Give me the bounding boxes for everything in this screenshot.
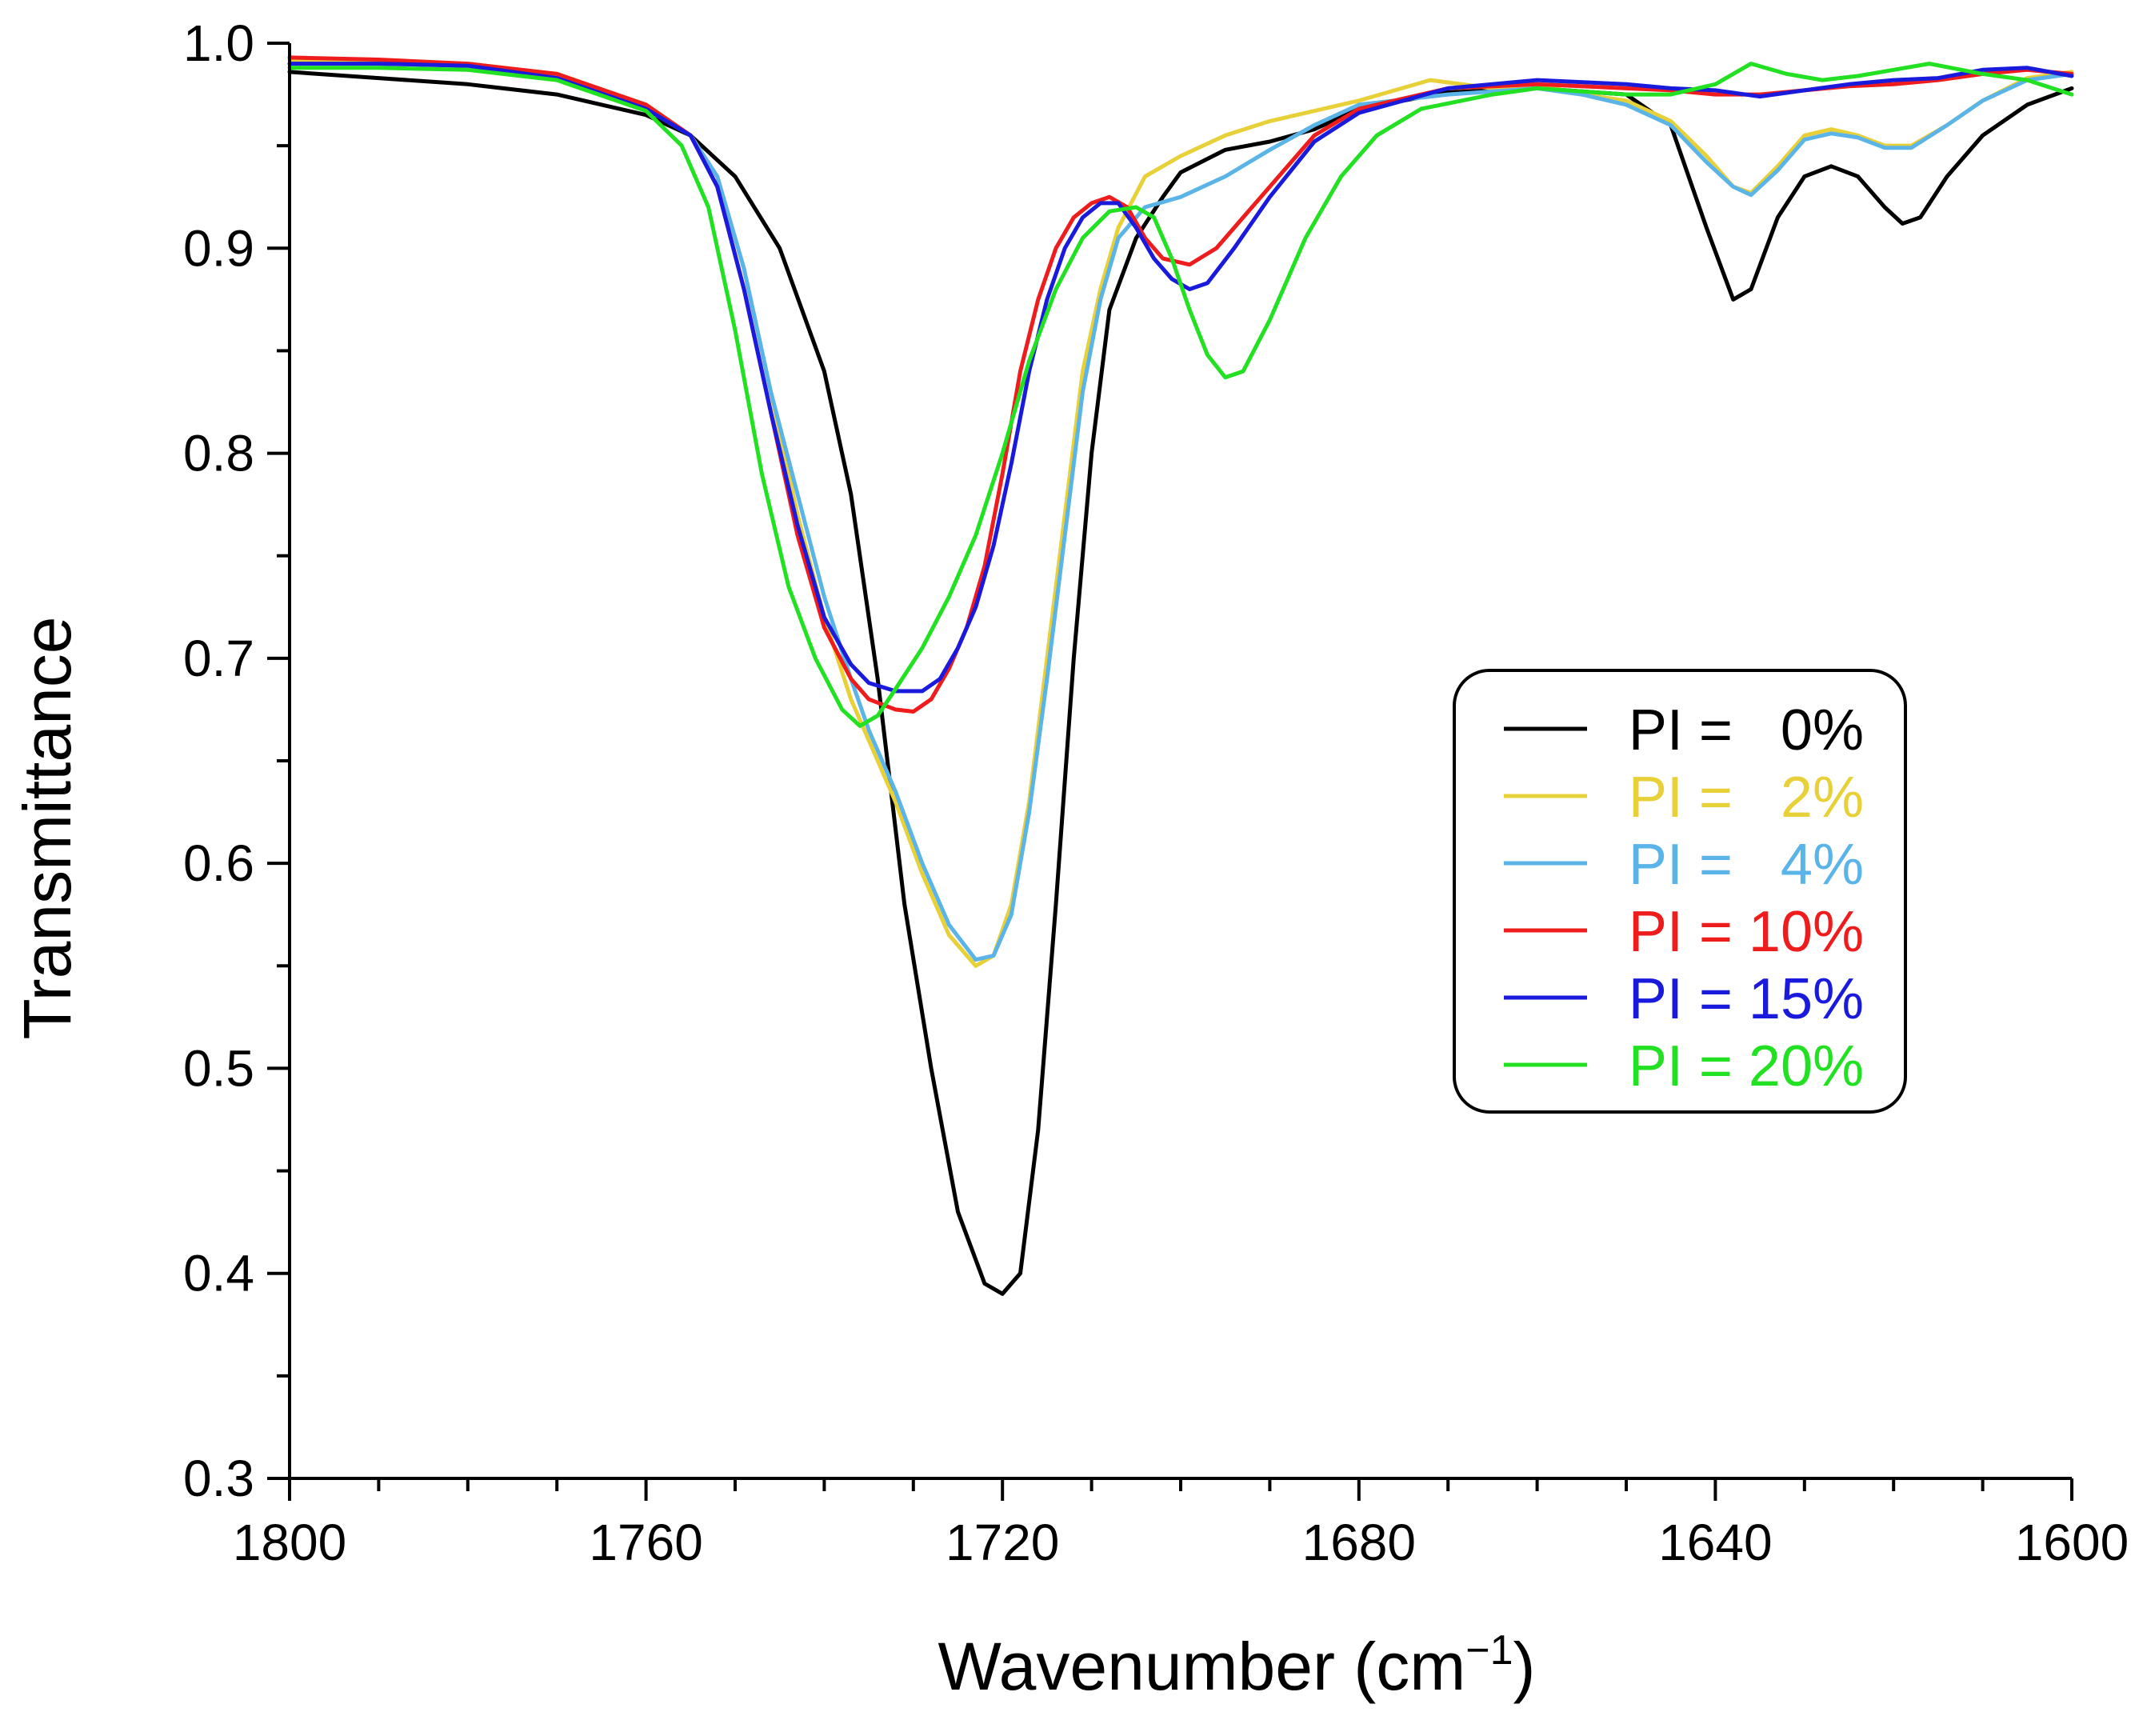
x-tick-label: 1760 bbox=[589, 1514, 702, 1571]
legend-box bbox=[1453, 669, 1907, 1114]
x-tick-label: 1680 bbox=[1302, 1514, 1416, 1571]
y-tick-label: 0.9 bbox=[183, 219, 254, 277]
legend: PI = 0%PI = 2%PI = 4%PI = 10%PI = 15%PI … bbox=[1453, 669, 1907, 1114]
legend-label-1: PI = 2% bbox=[1629, 766, 1864, 830]
y-tick-label: 0.8 bbox=[183, 425, 254, 482]
x-axis-title-text: Wavenumber (cm bbox=[938, 1629, 1466, 1704]
legend-label-5: PI = 20% bbox=[1629, 1034, 1864, 1098]
y-tick-label: 0.6 bbox=[183, 834, 254, 892]
series-line-5 bbox=[287, 62, 2074, 728]
y-tick-label: 1.0 bbox=[183, 14, 254, 72]
series-layer bbox=[287, 55, 2074, 1296]
y-tick-label: 0.7 bbox=[183, 630, 254, 687]
x-axis-title: Wavenumber (cm−1) bbox=[938, 1627, 1536, 1704]
x-tick-label: 1720 bbox=[946, 1514, 1059, 1571]
x-tick-label: 1600 bbox=[2015, 1514, 2129, 1571]
x-axis-title-close: ) bbox=[1513, 1629, 1536, 1704]
y-tick-label: 0.4 bbox=[183, 1245, 254, 1302]
x-tick-label: 1640 bbox=[1658, 1514, 1772, 1571]
y-tick-label: 0.3 bbox=[183, 1450, 254, 1507]
series-line-4 bbox=[287, 62, 2074, 694]
series-line-2 bbox=[287, 62, 2074, 962]
y-tick-label: 0.5 bbox=[183, 1039, 254, 1097]
legend-label-0: PI = 0% bbox=[1629, 698, 1864, 762]
legend-items: PI = 0%PI = 2%PI = 4%PI = 10%PI = 15%PI … bbox=[1504, 698, 1864, 1098]
series-line-0 bbox=[287, 70, 2074, 1296]
legend-label-3: PI = 10% bbox=[1629, 900, 1864, 964]
tick-layer: 1800 1760 1720 1680 1640 1600 0.3 0.4 0.5 0.6 0.7 0… bbox=[183, 14, 2129, 1571]
x-tick-label: 1800 bbox=[233, 1514, 346, 1571]
legend-label-4: PI = 15% bbox=[1629, 967, 1864, 1031]
y-axis-title: Transmittance bbox=[10, 616, 85, 1039]
x-axis-title-superscript: −1 bbox=[1465, 1627, 1513, 1674]
legend-label-2: PI = 4% bbox=[1629, 833, 1864, 897]
